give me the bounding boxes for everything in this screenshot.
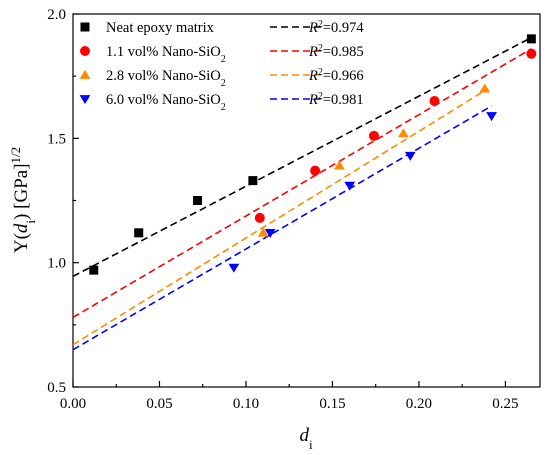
data-point (344, 181, 356, 191)
legend-marker (80, 22, 90, 32)
y-axis: 0.5 1.0 1.5 2.0 (47, 7, 79, 396)
y-axis-label-post: ) [GPa] (11, 163, 32, 219)
x-axis: 0.00 0.05 0.10 0.15 0.20 0.25 (60, 381, 519, 412)
legend-r2: R2=0.974 (308, 19, 364, 37)
x-tick-label: 0.10 (233, 396, 259, 412)
data-point (429, 96, 440, 107)
data-point (254, 212, 265, 223)
data-point (257, 227, 269, 237)
data-point (228, 263, 240, 273)
y-axis-label-var: d (11, 223, 32, 233)
fit-line (72, 48, 532, 319)
x-axis-label: di (299, 425, 313, 452)
legend-r2: R2=0.985 (308, 43, 364, 61)
y-axis-label-sub: i (23, 220, 38, 224)
legend-marker (79, 69, 91, 79)
legend-marker (80, 46, 90, 56)
y-tick-label: 0.5 (47, 380, 66, 396)
fit-line (72, 105, 492, 351)
x-tick-label: 0.25 (492, 396, 518, 412)
data-point (404, 151, 416, 161)
data-point (526, 34, 536, 44)
legend-label: 1.1 vol% Nano-SiO2 (106, 44, 226, 65)
y-axis-label-pre: Y( (11, 233, 32, 253)
y-tick-label: 2.0 (47, 7, 66, 23)
fit-lines (72, 36, 532, 351)
data-markers (89, 34, 537, 275)
legend-label: 6.0 vol% Nano-SiO2 (106, 92, 226, 113)
fit-line (72, 36, 532, 278)
data-point (248, 176, 258, 186)
data-point (486, 112, 497, 122)
x-tick-label: 0.05 (146, 396, 172, 412)
legend-label: 2.8 vol% Nano-SiO2 (106, 68, 226, 89)
legend-marker (79, 95, 91, 105)
x-tick-label: 0.15 (319, 396, 345, 412)
x-tick-label: 0.20 (406, 396, 432, 412)
x-tick-label: 0.00 (60, 396, 86, 412)
data-point (89, 265, 99, 275)
x-axis-label-sub: i (309, 437, 313, 452)
legend-r2: R2=0.981 (308, 91, 364, 109)
data-point (479, 83, 491, 93)
data-point (397, 128, 409, 138)
legend-r2: R2=0.966 (308, 67, 364, 85)
legend-label: Neat epoxy matrix (106, 20, 215, 36)
data-point (134, 228, 144, 238)
y-axis-label: Y(di) [GPa]1/2 (8, 147, 38, 253)
y-tick-label: 1.5 (47, 131, 66, 147)
y-axis-label-sup: 1/2 (8, 147, 23, 164)
x-axis-label-base: d (299, 425, 309, 446)
y-tick-label: 1.0 (47, 256, 66, 272)
data-point (193, 196, 203, 205)
data-point (310, 165, 321, 176)
fit-line (72, 87, 489, 346)
legend: Neat epoxy matrix R2=0.974 1.1 vol% Nano-S… (79, 19, 364, 113)
data-point (526, 48, 537, 59)
data-point (368, 130, 379, 141)
data-point (264, 228, 276, 238)
data-point (333, 160, 345, 170)
